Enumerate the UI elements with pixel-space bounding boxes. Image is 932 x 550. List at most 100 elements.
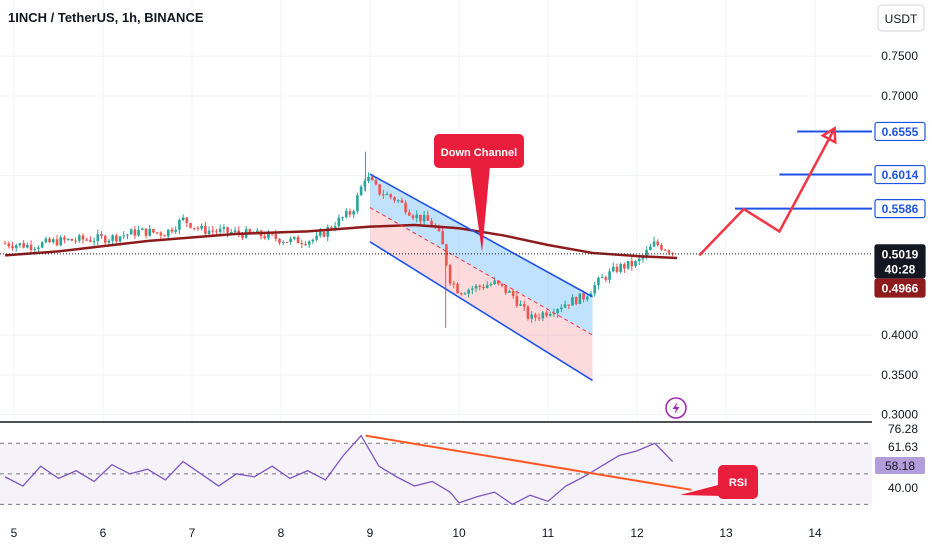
callout-label: Down Channel: [441, 147, 517, 159]
candle-body: [482, 286, 485, 289]
candle-body: [70, 238, 74, 241]
candle-body: [396, 200, 400, 202]
candle-body: [530, 314, 533, 319]
price-badge-last: 0.5019: [874, 244, 926, 264]
callout-pointer: [470, 166, 490, 252]
candle-body: [137, 229, 140, 236]
candle-body: [33, 248, 37, 251]
rsi-callout: RSI: [680, 465, 758, 499]
rsi-pane: RSI: [0, 424, 872, 512]
price-tick-label: 0.4000: [881, 328, 918, 342]
candle-body: [293, 236, 296, 239]
candle-body: [593, 285, 597, 294]
candle-body: [330, 227, 333, 229]
candle-body: [452, 283, 456, 285]
price-badge-box: [874, 278, 926, 298]
candle-body: [522, 304, 526, 307]
candle-body: [519, 304, 522, 306]
candle-body: [141, 228, 144, 230]
rsi-callout-label: RSI: [729, 477, 747, 489]
candle-body: [322, 231, 326, 237]
candle-body: [189, 222, 192, 228]
candle-body: [14, 245, 18, 249]
candle-body: [426, 215, 430, 221]
currency-button[interactable]: USDT: [877, 4, 925, 32]
candle-body: [170, 229, 174, 232]
candle-body: [660, 245, 663, 250]
candle-body: [408, 212, 411, 216]
time-tick-label: 14: [808, 526, 822, 540]
candle-body: [604, 277, 608, 280]
candle-body: [163, 235, 166, 237]
candle-body: [637, 258, 641, 262]
candle-body: [55, 239, 59, 246]
time-axis[interactable]: 5 6 7 8 9 10 11 12 13 14: [0, 514, 872, 550]
candle-body: [44, 238, 48, 243]
candle-body: [52, 239, 55, 243]
moving-average-line: [5, 223, 678, 260]
candle-body: [296, 236, 300, 244]
candle-body: [437, 227, 441, 232]
candle-body: [159, 232, 163, 236]
price-badge-box: [874, 199, 926, 219]
candle-body: [456, 283, 459, 294]
candle-body: [311, 239, 315, 242]
price-badge-text: 40:28: [885, 262, 916, 276]
candle-body: [267, 232, 270, 239]
candle-body: [497, 280, 500, 284]
candle-body: [144, 228, 148, 236]
down-channel-callout: Down Channel: [434, 134, 524, 252]
candle-body: [304, 243, 307, 245]
candle-body: [211, 230, 215, 232]
candle-body: [89, 239, 92, 242]
time-tick-labels: 5 6 7 8 9 10 11 12 13 14: [11, 526, 822, 540]
candle-body: [111, 235, 114, 241]
price-tick-label: 0.3000: [881, 408, 918, 422]
candle-body: [96, 234, 100, 242]
channel-lower-line: [369, 241, 593, 382]
rsi-line: [4, 434, 674, 506]
candle-body: [192, 227, 196, 229]
channel-upper-half-fill: [370, 174, 593, 335]
candle-body: [493, 280, 496, 285]
candle-body: [463, 293, 467, 295]
price-scale[interactable]: USDT 0.75000.70000.60000.40000.35000.300…: [872, 0, 932, 550]
time-axis-background: [0, 514, 872, 550]
candle-body: [200, 226, 203, 229]
rsi-callout-box: [718, 465, 758, 499]
candle-body: [107, 240, 111, 243]
price-badge-text: 0.4966: [882, 282, 919, 296]
price-tick-label: 0.7000: [881, 89, 918, 103]
candle-body: [445, 244, 448, 266]
candle-body: [226, 227, 229, 233]
candle-body: [367, 176, 370, 182]
lightning-icon[interactable]: [665, 397, 687, 419]
price-badge-text: 0.5586: [882, 202, 919, 216]
candle-body: [615, 266, 619, 272]
rsi-callout-pointer: [680, 484, 722, 496]
candle-body: [29, 244, 33, 251]
candle-body: [81, 235, 85, 240]
candle-body: [92, 241, 96, 243]
candle-body: [289, 238, 292, 242]
candle-body: [281, 241, 285, 243]
candle-body: [567, 304, 571, 306]
price-badge-ma: 0.4966: [874, 278, 926, 298]
candle-body: [348, 211, 352, 215]
candle-body: [419, 214, 422, 222]
candle-body: [563, 304, 567, 308]
time-tick-label: 5: [11, 526, 18, 540]
candle-body: [500, 283, 504, 286]
candle-body: [196, 227, 200, 229]
rsi-tick-label: 76.28: [888, 422, 918, 436]
candle-body: [181, 217, 185, 221]
rsi-value-badge-box: [875, 457, 925, 474]
candle-body: [152, 228, 155, 233]
candle-body: [623, 264, 626, 269]
candle-body: [230, 232, 233, 234]
candle-body: [404, 202, 407, 213]
candle-body: [485, 285, 489, 289]
candle-body: [77, 235, 81, 241]
candle-body: [471, 288, 474, 290]
